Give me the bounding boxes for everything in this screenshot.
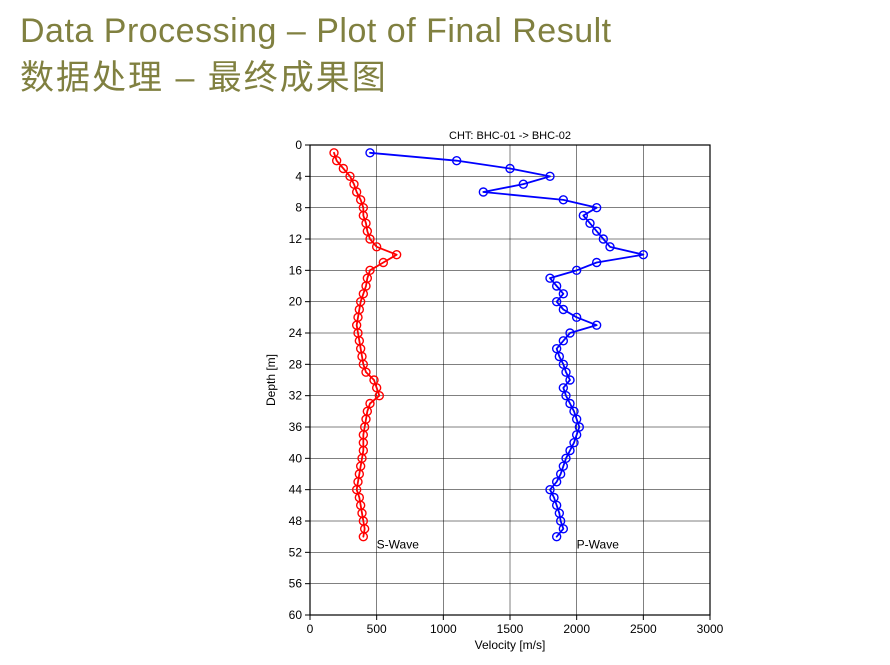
svg-text:0: 0 <box>307 622 314 636</box>
svg-text:1500: 1500 <box>497 622 524 636</box>
svg-text:28: 28 <box>289 357 303 371</box>
svg-text:52: 52 <box>289 545 303 559</box>
svg-text:500: 500 <box>367 622 387 636</box>
page-heading: Data Processing – Plot of Final Result 数… <box>20 10 612 99</box>
svg-text:CHT: BHC-01 -> BHC-02: CHT: BHC-01 -> BHC-02 <box>449 130 571 142</box>
velocity-depth-chart: 0 500 1000 1500 2000 2500 3000 Velocity [m/s] 0 4… <box>255 125 745 660</box>
svg-text:S-Wave: S-Wave <box>377 538 420 552</box>
svg-text:32: 32 <box>289 389 303 403</box>
svg-text:1000: 1000 <box>430 622 457 636</box>
svg-text:3000: 3000 <box>697 622 724 636</box>
svg-text:4: 4 <box>295 169 302 183</box>
svg-text:48: 48 <box>289 514 303 528</box>
svg-text:2500: 2500 <box>630 622 657 636</box>
svg-text:12: 12 <box>289 232 303 246</box>
svg-text:24: 24 <box>289 326 303 340</box>
svg-text:20: 20 <box>289 295 303 309</box>
svg-text:Velocity [m/s]: Velocity [m/s] <box>475 638 546 652</box>
svg-text:0: 0 <box>295 138 302 152</box>
svg-text:2000: 2000 <box>563 622 590 636</box>
svg-text:36: 36 <box>289 420 303 434</box>
svg-text:8: 8 <box>295 201 302 215</box>
chart-svg: 0 500 1000 1500 2000 2500 3000 Velocity [m/s] 0 4… <box>255 125 745 655</box>
heading-chinese: 数据处理 – 最终成果图 <box>20 57 612 100</box>
page: Data Processing – Plot of Final Result 数… <box>0 0 890 665</box>
svg-text:60: 60 <box>289 608 303 622</box>
svg-text:56: 56 <box>289 577 303 591</box>
svg-text:Depth [m]: Depth [m] <box>264 354 278 406</box>
svg-text:44: 44 <box>289 483 303 497</box>
heading-english: Data Processing – Plot of Final Result <box>20 10 612 53</box>
svg-text:P-Wave: P-Wave <box>577 538 620 552</box>
svg-text:16: 16 <box>289 263 303 277</box>
svg-text:40: 40 <box>289 451 303 465</box>
